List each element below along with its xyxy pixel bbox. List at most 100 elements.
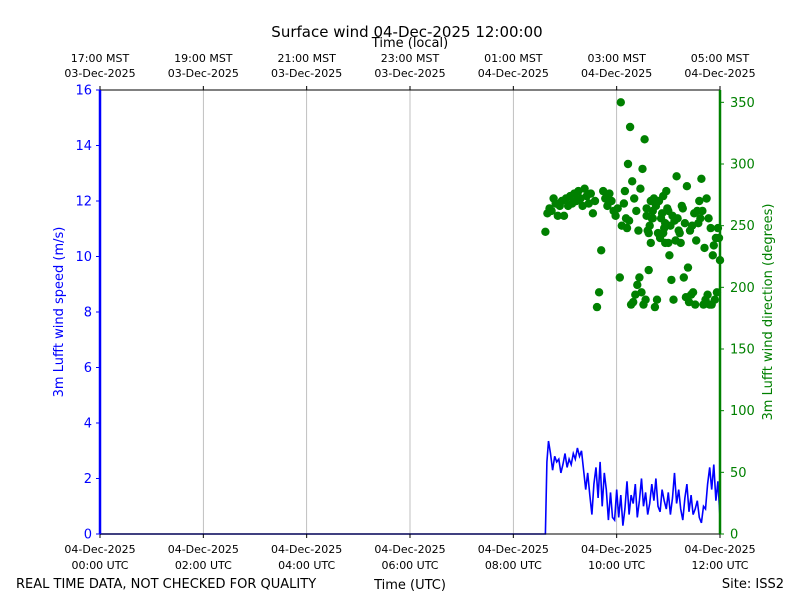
speed-series [100, 440, 721, 535]
direction-point-67 [679, 273, 688, 282]
top-tick-time-3: 23:00 MST [381, 52, 440, 65]
direction-point-25 [592, 302, 602, 312]
left-axis: 0 2 4 6 8 10 12 14 16 [75, 84, 100, 543]
speed-line [100, 440, 721, 535]
direction-series [541, 98, 725, 312]
direction-point-45 [634, 226, 643, 235]
chart-title: Surface wind 04-Dec-2025 12:00:00 [271, 23, 542, 41]
direction-point-40 [623, 159, 633, 169]
left-tick-label-6: 12 [75, 195, 92, 210]
direction-point-106 [670, 216, 679, 225]
direction-point-107 [672, 172, 681, 181]
direction-point-42 [628, 177, 637, 186]
direction-point-36 [615, 273, 624, 282]
direction-point-41 [625, 122, 635, 132]
left-tick-label-7: 14 [75, 139, 92, 154]
bottom-axis: 04-Dec-2025 00:00 UTC 04-Dec-2025 02:00 UTC… [64, 534, 756, 572]
direction-point-53 [650, 302, 660, 312]
direction-point-31 [605, 189, 614, 198]
top-tick-date-6: 04-Dec-2025 [684, 67, 755, 80]
direction-point-22 [586, 189, 595, 198]
direction-point-122 [703, 290, 712, 299]
direction-point-27 [597, 246, 606, 255]
top-tick-date-0: 03-Dec-2025 [64, 67, 135, 80]
direction-point-130 [620, 186, 630, 196]
direction-point-9 [559, 211, 569, 220]
direction-point-6 [553, 211, 562, 220]
bottom-tick-date-0: 04-Dec-2025 [64, 543, 135, 556]
direction-point-26 [594, 288, 604, 297]
top-tick-time-2: 21:00 MST [277, 52, 336, 65]
direction-point-119 [697, 174, 706, 183]
direction-point-69 [683, 263, 693, 272]
direction-point-50 [644, 265, 653, 275]
direction-point-46 [636, 184, 645, 193]
direction-point-81 [708, 251, 717, 260]
direction-point-92 [641, 295, 650, 304]
direction-point-115 [688, 288, 698, 297]
top-tick-time-4: 01:00 MST [484, 52, 543, 65]
direction-point-132 [624, 216, 634, 225]
direction-point-137 [659, 228, 668, 238]
direction-point-19 [580, 184, 589, 193]
left-tick-label-1: 2 [84, 472, 92, 487]
direction-point-44 [632, 206, 641, 216]
left-tick-label-0: 0 [84, 528, 92, 543]
top-tick-date-3: 03-Dec-2025 [374, 67, 445, 80]
bottom-tick-date-6: 04-Dec-2025 [684, 543, 755, 556]
right-tick-label-0: 0 [730, 528, 738, 543]
bottom-tick-time-0: 00:00 UTC [71, 559, 128, 572]
direction-point-75 [696, 214, 705, 223]
top-tick-date-5: 04-Dec-2025 [581, 67, 652, 80]
direction-point-35 [613, 204, 622, 213]
left-tick-label-8: 16 [75, 84, 92, 99]
direction-point-3 [547, 206, 556, 216]
direction-point-54 [652, 295, 662, 304]
direction-point-48 [640, 135, 649, 144]
bottom-tick-time-6: 12:00 UTC [691, 559, 748, 572]
right-tick-label-2: 100 [730, 404, 755, 419]
left-tick-label-4: 8 [84, 306, 92, 321]
direction-point-89 [635, 273, 644, 282]
direction-point-80 [706, 223, 715, 233]
direction-point-73 [692, 236, 701, 245]
top-axis: 17:00 MST 03-Dec-2025 19:00 MST 03-Dec-2025… [64, 52, 756, 90]
direction-point-94 [645, 221, 654, 230]
top-tick-date-2: 03-Dec-2025 [271, 67, 342, 80]
direction-point-133 [642, 204, 651, 213]
direction-point-88 [633, 280, 642, 290]
direction-point-90 [637, 288, 646, 297]
direction-point-129 [616, 98, 625, 107]
direction-point-134 [644, 228, 653, 238]
direction-point-32 [607, 196, 616, 206]
direction-point-135 [646, 196, 655, 206]
direction-point-62 [669, 295, 678, 304]
bottom-tick-time-4: 08:00 UTC [485, 559, 542, 572]
direction-point-34 [611, 211, 620, 220]
direction-point-24 [590, 196, 600, 206]
top-tick-date-4: 04-Dec-2025 [478, 67, 549, 80]
direction-point-60 [665, 251, 674, 260]
direction-point-139 [664, 238, 673, 248]
bottom-tick-time-2: 04:00 UTC [278, 559, 335, 572]
right-axis-label: 3m Lufft wind direction (degrees) [761, 204, 776, 421]
right-tick-label-4: 200 [730, 281, 755, 296]
bottom-tick-date-2: 04-Dec-2025 [271, 543, 342, 556]
bottom-tick-date-4: 04-Dec-2025 [478, 543, 549, 556]
bottom-tick-time-3: 06:00 UTC [381, 559, 438, 572]
direction-point-112 [682, 182, 692, 191]
top-tick-time-6: 05:00 MST [691, 52, 750, 65]
direction-point-79 [704, 214, 713, 223]
left-tick-label-2: 4 [84, 417, 92, 432]
direction-point-51 [646, 238, 655, 248]
direction-point-61 [667, 275, 676, 285]
top-tick-time-0: 17:00 MST [71, 52, 130, 65]
direction-point-118 [695, 196, 704, 206]
top-axis-label: Time (local) [371, 36, 448, 51]
left-tick-label-5: 10 [75, 250, 92, 265]
direction-point-110 [678, 204, 687, 213]
right-tick-label-5: 250 [730, 219, 755, 234]
top-tick-date-1: 03-Dec-2025 [168, 67, 239, 80]
site-label: Site: ISS2 [722, 577, 784, 592]
direction-point-117 [693, 206, 702, 216]
